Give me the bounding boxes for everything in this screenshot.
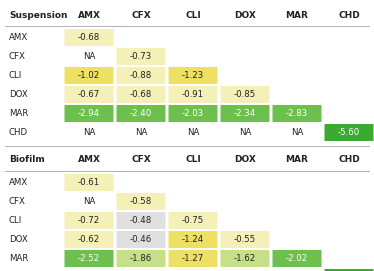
FancyBboxPatch shape <box>221 231 270 248</box>
Text: -0.68: -0.68 <box>130 90 152 99</box>
Text: -1.02: -1.02 <box>78 71 100 80</box>
FancyBboxPatch shape <box>325 269 374 271</box>
Text: NA: NA <box>135 128 147 137</box>
Text: MAR: MAR <box>9 254 28 263</box>
FancyBboxPatch shape <box>64 29 113 46</box>
FancyBboxPatch shape <box>116 250 166 267</box>
FancyBboxPatch shape <box>64 212 113 229</box>
Text: -2.94: -2.94 <box>78 109 100 118</box>
FancyBboxPatch shape <box>64 250 113 267</box>
FancyBboxPatch shape <box>169 67 218 84</box>
FancyBboxPatch shape <box>221 105 270 122</box>
Text: Biofilm: Biofilm <box>9 156 45 164</box>
Text: CFX: CFX <box>9 52 26 61</box>
Text: -0.61: -0.61 <box>78 178 100 187</box>
FancyBboxPatch shape <box>169 212 218 229</box>
Text: CFX: CFX <box>9 197 26 206</box>
Text: -0.58: -0.58 <box>130 197 152 206</box>
Text: -2.83: -2.83 <box>286 109 308 118</box>
Text: AMX: AMX <box>77 11 101 20</box>
Text: CLI: CLI <box>185 156 201 164</box>
FancyBboxPatch shape <box>325 124 374 141</box>
Text: -0.72: -0.72 <box>78 216 100 225</box>
FancyBboxPatch shape <box>169 86 218 103</box>
FancyBboxPatch shape <box>116 86 166 103</box>
Text: -1.24: -1.24 <box>182 235 204 244</box>
FancyBboxPatch shape <box>64 86 113 103</box>
Text: -2.02: -2.02 <box>286 254 308 263</box>
Text: -1.86: -1.86 <box>130 254 152 263</box>
Text: NA: NA <box>187 128 199 137</box>
Text: Suspension: Suspension <box>9 11 67 20</box>
Text: AMX: AMX <box>77 156 101 164</box>
Text: -0.85: -0.85 <box>234 90 256 99</box>
Text: -1.27: -1.27 <box>182 254 204 263</box>
Text: DOX: DOX <box>234 156 256 164</box>
Text: CLI: CLI <box>9 216 22 225</box>
Text: DOX: DOX <box>9 235 28 244</box>
Text: NA: NA <box>291 128 303 137</box>
Text: CFX: CFX <box>131 11 151 20</box>
Text: -0.68: -0.68 <box>78 33 100 42</box>
Text: NA: NA <box>83 52 95 61</box>
Text: -0.88: -0.88 <box>130 71 152 80</box>
FancyBboxPatch shape <box>169 250 218 267</box>
Text: -0.48: -0.48 <box>130 216 152 225</box>
Text: CHD: CHD <box>9 128 28 137</box>
Text: -2.03: -2.03 <box>182 109 204 118</box>
FancyBboxPatch shape <box>169 231 218 248</box>
Text: NA: NA <box>239 128 251 137</box>
Text: MAR: MAR <box>286 156 309 164</box>
Text: -5.60: -5.60 <box>338 128 360 137</box>
Text: DOX: DOX <box>234 11 256 20</box>
Text: -0.75: -0.75 <box>182 216 204 225</box>
FancyBboxPatch shape <box>169 105 218 122</box>
Text: -1.62: -1.62 <box>234 254 256 263</box>
Text: -2.34: -2.34 <box>234 109 256 118</box>
FancyBboxPatch shape <box>64 105 113 122</box>
FancyBboxPatch shape <box>116 67 166 84</box>
Text: NA: NA <box>83 197 95 206</box>
FancyBboxPatch shape <box>221 250 270 267</box>
Text: CFX: CFX <box>131 156 151 164</box>
Text: -2.40: -2.40 <box>130 109 152 118</box>
Text: -1.23: -1.23 <box>182 71 204 80</box>
FancyBboxPatch shape <box>116 212 166 229</box>
FancyBboxPatch shape <box>273 105 322 122</box>
Text: CHD: CHD <box>338 11 360 20</box>
Text: MAR: MAR <box>286 11 309 20</box>
Text: -2.52: -2.52 <box>78 254 100 263</box>
Text: -0.46: -0.46 <box>130 235 152 244</box>
Text: -0.55: -0.55 <box>234 235 256 244</box>
FancyBboxPatch shape <box>64 67 113 84</box>
FancyBboxPatch shape <box>116 231 166 248</box>
Text: NA: NA <box>83 128 95 137</box>
FancyBboxPatch shape <box>221 86 270 103</box>
Text: AMX: AMX <box>9 178 28 187</box>
Text: CHD: CHD <box>338 156 360 164</box>
Text: -0.62: -0.62 <box>78 235 100 244</box>
Text: CLI: CLI <box>9 71 22 80</box>
FancyBboxPatch shape <box>116 105 166 122</box>
FancyBboxPatch shape <box>64 174 113 191</box>
FancyBboxPatch shape <box>116 48 166 65</box>
Text: CLI: CLI <box>185 11 201 20</box>
FancyBboxPatch shape <box>273 250 322 267</box>
Text: MAR: MAR <box>9 109 28 118</box>
Text: -0.91: -0.91 <box>182 90 204 99</box>
Text: DOX: DOX <box>9 90 28 99</box>
FancyBboxPatch shape <box>64 231 113 248</box>
Text: AMX: AMX <box>9 33 28 42</box>
FancyBboxPatch shape <box>116 193 166 210</box>
Text: -0.67: -0.67 <box>78 90 100 99</box>
Text: -0.73: -0.73 <box>130 52 152 61</box>
